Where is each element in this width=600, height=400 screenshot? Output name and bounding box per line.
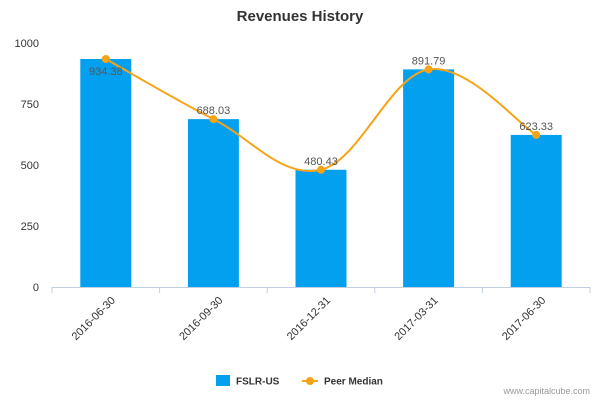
data-label: 891.79 xyxy=(412,55,446,67)
x-tick-label: 2017-06-30 xyxy=(500,295,548,343)
x-tick-label: 2016-09-30 xyxy=(177,295,225,343)
chart-title: Revenues History xyxy=(237,8,364,25)
legend-peer-label[interactable]: Peer Median xyxy=(324,377,383,388)
peer-median-point-2016-09-30[interactable] xyxy=(209,115,218,124)
legend-peer-swatch-dot[interactable] xyxy=(306,377,314,385)
bar-2016-09-30[interactable] xyxy=(187,119,239,287)
legend-fslr-swatch[interactable] xyxy=(216,375,230,386)
y-tick-label: 1000 xyxy=(15,38,39,50)
peer-median-line xyxy=(105,58,537,173)
peer-median-point-2017-06-30[interactable] xyxy=(532,130,541,139)
bar-2017-03-31[interactable] xyxy=(403,69,455,288)
x-tick-label: 2017-03-31 xyxy=(392,295,440,343)
bar-series-fslr xyxy=(80,59,562,288)
data-label: 623.33 xyxy=(519,121,553,133)
y-tick-label: 250 xyxy=(21,221,39,233)
x-axis: 2016-06-30 2016-09-30 2016-12-31 2017-03-31… xyxy=(51,287,591,343)
x-tick-label: 2016-06-30 xyxy=(70,295,118,343)
y-tick-label: 0 xyxy=(33,282,39,294)
bar-2016-12-31[interactable] xyxy=(295,169,347,287)
legend[interactable]: FSLR-US Peer Median xyxy=(216,375,383,388)
peer-median-points xyxy=(101,55,541,174)
y-tick-label: 500 xyxy=(21,160,39,172)
y-tick-label: 750 xyxy=(21,99,39,111)
peer-median-point-2017-03-31[interactable] xyxy=(424,65,433,74)
bar-2017-06-30[interactable] xyxy=(510,134,562,287)
credit-text[interactable]: www.capitalcube.com xyxy=(502,386,590,396)
x-tick-label: 2016-12-31 xyxy=(285,295,333,343)
legend-fslr-label[interactable]: FSLR-US xyxy=(236,377,280,388)
data-label: 480.43 xyxy=(304,156,338,168)
data-label: 688.03 xyxy=(197,105,231,117)
peer-median-point-2016-06-30[interactable] xyxy=(101,55,110,64)
data-label: 934.38 xyxy=(89,66,123,78)
y-axis: 0 250 500 750 1000 xyxy=(15,38,39,294)
data-labels: 934.38 688.03 480.43 891.79 623.33 xyxy=(89,55,553,167)
peer-median-point-2016-12-31[interactable] xyxy=(317,165,325,174)
bar-2016-06-30[interactable] xyxy=(80,59,132,288)
